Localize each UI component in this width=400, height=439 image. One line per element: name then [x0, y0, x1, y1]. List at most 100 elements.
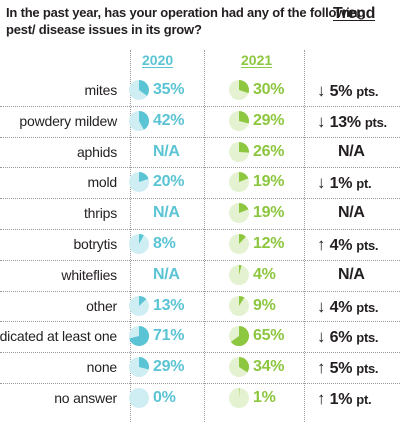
table-row: indicated at least one 71% 65% ↓ 6% pts. — [0, 322, 400, 352]
row-divider — [0, 383, 400, 384]
pie-2020 — [129, 326, 149, 347]
pie-2021 — [229, 326, 249, 347]
row-divider — [0, 352, 400, 354]
table-row: powdery mildew 42% 29% ↓ 13% pts. — [0, 107, 400, 137]
row-divider — [0, 290, 400, 292]
arrow-down-icon: ↓ — [317, 81, 330, 100]
value-2020: N/A — [153, 142, 180, 160]
trend-value: ↑ 5% pts. — [317, 358, 379, 378]
row-label: whiteflies — [61, 266, 117, 283]
pie-2021 — [229, 388, 249, 408]
pie-2020-slice — [139, 110, 149, 130]
row-label: aphids — [76, 143, 117, 160]
pie-2021-slice — [239, 388, 240, 398]
trend-value: N/A — [338, 204, 365, 222]
trend-number: 6% — [329, 329, 357, 347]
table-row: botrytis 8% 12% ↑ 4% pts. — [0, 230, 400, 260]
pie-2021-slice — [239, 141, 249, 153]
pie-2020 — [129, 80, 149, 100]
row-label: botrytis — [73, 236, 117, 252]
row-divider — [0, 167, 400, 169]
table-row: mold 20% 19% ↓ 1% pt. — [0, 168, 400, 198]
row-label: other — [86, 297, 117, 314]
value-2021: 1% — [253, 389, 276, 406]
table-row: none 29% 34% ↑ 5% pts. — [0, 353, 400, 383]
column-divider — [204, 50, 205, 422]
arrow-up-icon: ↑ — [317, 389, 330, 408]
table-row: mites 35% 30% ↓ 5% pts. — [0, 76, 400, 106]
pie-2021-slice — [239, 110, 249, 124]
trend-number: 4% — [329, 298, 357, 316]
value-2021: 19% — [253, 204, 285, 222]
arrow-down-icon: ↓ — [317, 111, 330, 131]
value-2021: 30% — [253, 81, 285, 98]
row-divider — [0, 259, 400, 261]
value-2021: 9% — [253, 296, 276, 314]
trend-value: ↓ 13% pts. — [317, 112, 387, 132]
value-2021: 29% — [253, 111, 285, 129]
trend-value: ↓ 5% pts. — [317, 81, 379, 101]
pie-2020 — [129, 234, 149, 254]
trend-value: ↓ 4% pts. — [317, 296, 379, 317]
pie-2021 — [229, 234, 249, 254]
pie-2020 — [129, 172, 149, 193]
trend-value: ↑ 4% pts. — [317, 235, 379, 255]
trend-unit: pts. — [356, 299, 379, 315]
row-label: mold — [87, 174, 117, 191]
pie-2021 — [229, 141, 249, 162]
pie-2021-slice — [239, 357, 249, 373]
trend-value: N/A — [338, 265, 365, 283]
row-label: mites — [84, 82, 118, 98]
trend-unit: pt. — [356, 392, 372, 407]
table-row: other 13% 9% ↓ 4% pts. — [0, 292, 400, 322]
pie-2021 — [229, 172, 249, 193]
value-2021: 19% — [253, 173, 285, 191]
value-2020: 42% — [153, 111, 185, 129]
trend-number: 1% — [329, 391, 357, 408]
table-row: whiteflies N/A 4% N/A — [0, 261, 400, 291]
pie-2021-slice — [239, 295, 245, 306]
page-title: In the past year, has your operation had… — [6, 5, 366, 37]
pie-2021-slice — [239, 264, 242, 275]
row-divider — [0, 321, 400, 323]
row-label: powdery mildew — [19, 112, 117, 129]
row-divider — [0, 136, 400, 138]
arrow-down-icon: ↓ — [317, 296, 330, 316]
pie-2021 — [229, 264, 249, 285]
value-2020: N/A — [153, 265, 180, 283]
pie-2020 — [129, 388, 149, 408]
pie-2020 — [129, 357, 149, 378]
arrow-down-icon: ↓ — [317, 173, 330, 193]
pie-2021-slice — [239, 80, 249, 94]
pie-2021-slice — [239, 172, 249, 183]
table-row: thrips N/A 19% N/A — [0, 199, 400, 229]
value-2020: 71% — [153, 327, 185, 345]
pie-2020 — [129, 295, 149, 316]
pie-2020-slice — [139, 172, 149, 183]
value-2020: 0% — [153, 389, 176, 406]
value-2020: 20% — [153, 173, 185, 191]
value-2020: 13% — [153, 296, 185, 314]
value-2021: 34% — [253, 358, 285, 376]
pie-2021 — [229, 295, 249, 316]
pie-2020-slice — [139, 357, 149, 370]
trend-number: 4% — [329, 237, 357, 254]
pie-2020-slice — [139, 80, 149, 96]
arrow-down-icon: ↓ — [317, 327, 330, 347]
column-divider — [130, 50, 131, 422]
trend-unit: pts. — [356, 84, 379, 99]
pie-2021 — [229, 110, 249, 131]
pie-2021 — [229, 357, 249, 378]
trend-number: 5% — [329, 83, 357, 100]
trend-unit: pt. — [356, 176, 372, 192]
pie-2020-slice — [139, 295, 147, 306]
header-2021: 2021 — [241, 52, 273, 68]
trend-value: N/A — [338, 142, 365, 160]
trend-value: ↓ 1% pt. — [317, 173, 372, 193]
pie-2020-slice — [139, 234, 144, 244]
pie-2020-background — [129, 388, 149, 408]
trend-number: 13% — [329, 113, 365, 131]
arrow-up-icon: ↑ — [317, 358, 330, 378]
pie-2021-slice — [239, 203, 249, 214]
